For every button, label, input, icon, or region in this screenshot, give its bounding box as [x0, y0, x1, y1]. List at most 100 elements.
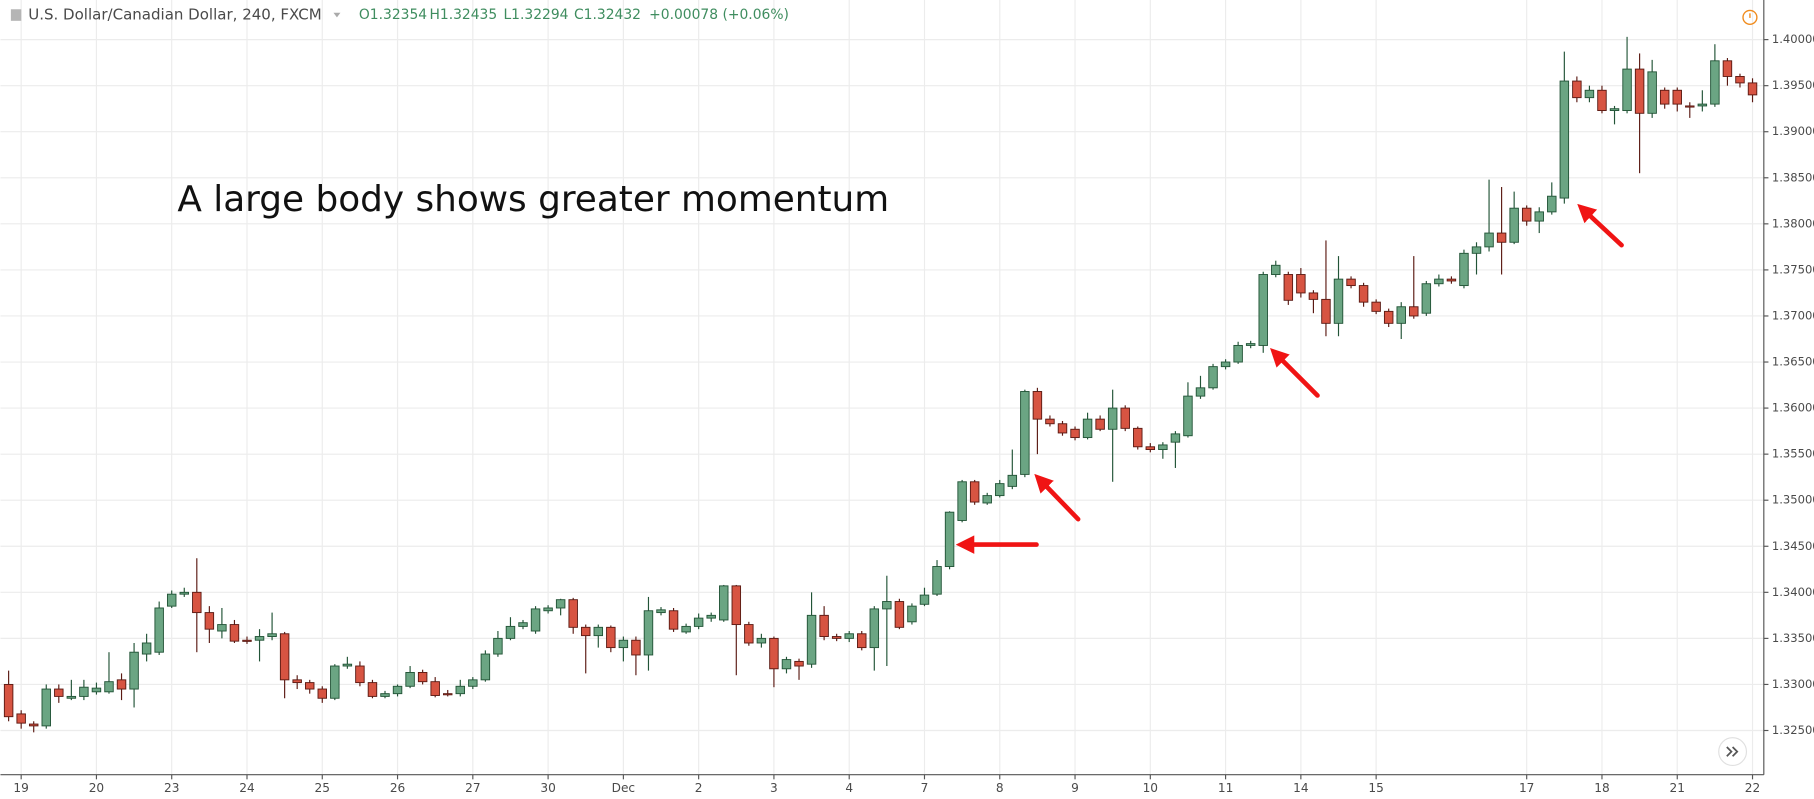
- candle-body: [1547, 195, 1557, 213]
- candle-body: [1710, 60, 1720, 105]
- candle-body: [104, 681, 114, 693]
- candle-body: [1597, 89, 1607, 112]
- x-tick-label: 4: [845, 781, 853, 795]
- candle-body: [882, 601, 892, 610]
- candle-body: [330, 665, 340, 699]
- candle-body: [304, 682, 315, 690]
- y-tick-label: 1.32500: [1772, 723, 1814, 737]
- candle-body: [1383, 310, 1394, 324]
- candle-body: [1484, 232, 1494, 248]
- candle-body: [530, 608, 541, 632]
- candle-body: [342, 663, 353, 667]
- candle-body: [505, 625, 516, 639]
- candle-body: [367, 682, 378, 697]
- close-value: C1.32432: [574, 7, 641, 23]
- scroll-icon: [1726, 746, 1739, 757]
- candle-body: [656, 609, 666, 614]
- candle-body: [1145, 446, 1156, 451]
- candle-body: [380, 693, 390, 697]
- y-tick-label: 1.39500: [1772, 78, 1814, 92]
- change-value: +0.00078 (+0.06%): [649, 7, 789, 23]
- dropdown-icon[interactable]: [333, 12, 341, 18]
- candle-body: [1685, 105, 1695, 108]
- candle-body: [1158, 444, 1168, 451]
- candle-body: [1496, 232, 1507, 243]
- candle-body: [129, 651, 139, 690]
- candle-body: [581, 626, 591, 637]
- x-tick-label: 27: [465, 781, 480, 795]
- candle-body: [141, 642, 152, 655]
- candles: [3, 36, 1758, 733]
- candle-body: [568, 599, 578, 628]
- candle-body: [1120, 407, 1130, 429]
- candle-body: [1107, 407, 1118, 430]
- candle-body: [1534, 211, 1544, 222]
- arrow: [1270, 347, 1320, 398]
- candle-body: [706, 614, 716, 619]
- candle-body: [1070, 428, 1080, 439]
- y-tick-label: 1.37500: [1772, 262, 1814, 276]
- candle-body: [681, 625, 691, 633]
- candle-body: [1245, 343, 1256, 346]
- x-tick-label: 3: [770, 781, 778, 795]
- x-tick-label: 2: [695, 781, 703, 795]
- x-tick-label: 9: [1071, 781, 1079, 795]
- x-tick-label: 20: [89, 781, 104, 795]
- candle-body: [480, 653, 491, 681]
- candle-body: [292, 679, 302, 684]
- chart-title[interactable]: U.S. Dollar/Canadian Dollar, 240, FXCM: [28, 6, 321, 24]
- candle-body: [217, 624, 227, 632]
- x-tick-label: 8: [996, 781, 1004, 795]
- candle-body: [555, 599, 566, 609]
- annotation: A large body shows greater momentum: [177, 179, 889, 220]
- y-tick-label: 1.33000: [1772, 677, 1814, 691]
- candle-body: [1521, 207, 1532, 222]
- y-tick-label: 1.36500: [1772, 355, 1814, 369]
- x-tick-label: 17: [1519, 781, 1534, 795]
- candle-body: [192, 591, 202, 614]
- candle-body: [744, 624, 754, 644]
- candle-body: [831, 636, 842, 639]
- candle-body: [1208, 366, 1218, 389]
- x-tick-label: 14: [1293, 781, 1309, 795]
- x-tick-label: 26: [390, 781, 405, 795]
- candle-body: [819, 614, 829, 638]
- candle-body: [116, 679, 127, 690]
- candle-body: [1133, 427, 1143, 448]
- candle-body: [91, 687, 102, 693]
- candle-body: [1697, 103, 1708, 107]
- candle-body: [1233, 344, 1243, 363]
- x-tick-label: 10: [1143, 781, 1158, 795]
- candle-body: [969, 481, 980, 503]
- candle-body: [355, 665, 365, 684]
- candle-body: [769, 637, 779, 670]
- arrow: [1034, 473, 1081, 522]
- candle-body: [995, 483, 1005, 497]
- candle-body: [894, 601, 905, 628]
- candle-body: [443, 693, 453, 696]
- candle-body: [1371, 301, 1381, 312]
- candle-body: [982, 495, 992, 504]
- candle-body: [267, 633, 277, 638]
- grid: [0, 0, 1764, 775]
- candle-body: [204, 612, 215, 630]
- x-tick-label: 24: [239, 781, 255, 795]
- warning-icon[interactable]: [1742, 9, 1758, 25]
- candle-body: [1459, 252, 1469, 287]
- candle-body: [279, 633, 290, 681]
- candle-body: [756, 637, 767, 644]
- y-tick-label: 1.35000: [1772, 493, 1814, 507]
- candle-body: [66, 695, 77, 699]
- x-tick-label: 21: [1670, 781, 1685, 795]
- candle-body: [1421, 283, 1432, 314]
- candle-body: [229, 624, 240, 642]
- candle-body: [79, 686, 89, 697]
- y-tick-label: 1.36000: [1772, 401, 1814, 415]
- candle-body: [41, 688, 51, 727]
- candle-body: [794, 660, 804, 667]
- y-tick-label: 1.35500: [1772, 447, 1814, 461]
- y-tick-label: 1.40000: [1772, 32, 1814, 46]
- candle-body: [618, 639, 629, 649]
- candle-body: [179, 591, 189, 595]
